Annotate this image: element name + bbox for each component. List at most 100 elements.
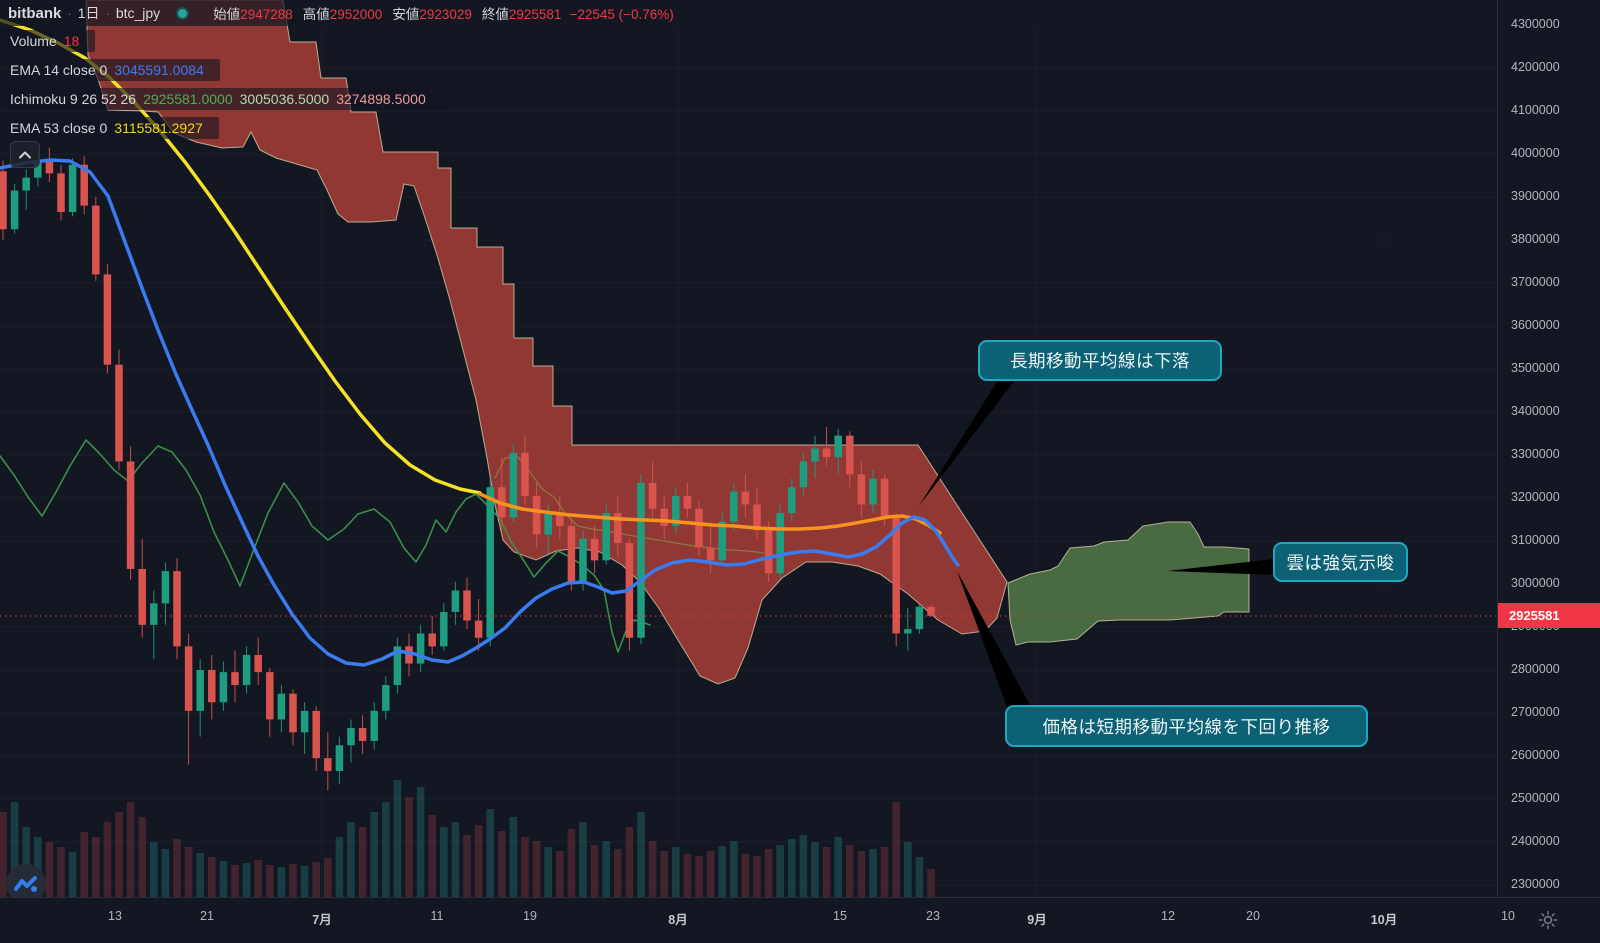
ohlc-label: 安値 [392, 7, 420, 22]
candle-body [521, 452, 529, 496]
volume-bar [208, 857, 216, 897]
candle-body [706, 547, 715, 561]
time-axis-label: 19 [523, 909, 537, 923]
price-axis-label: 2400000 [1511, 834, 1560, 848]
separator-dot: · [67, 5, 72, 21]
candle-body [776, 513, 784, 574]
volume-bar [405, 797, 413, 897]
volume-bar [822, 847, 831, 897]
candle-body [382, 685, 390, 711]
candle-body [103, 274, 112, 365]
price-axis-label: 2700000 [1511, 705, 1560, 719]
legend-value: 3005036.5000 [239, 91, 330, 107]
price-axis-label: 4100000 [1511, 103, 1560, 117]
volume-bar [683, 854, 692, 897]
volume-bar [219, 861, 228, 897]
candle-body [544, 513, 552, 535]
legend-label: EMA 14 close 0 [10, 62, 108, 78]
annotation-bubble[interactable]: 長期移動平均線は下落 [978, 340, 1222, 381]
candle-body [811, 448, 819, 462]
price-axis-label: 3700000 [1511, 275, 1560, 289]
volume-bar [138, 817, 146, 897]
separator-dot: · [105, 5, 110, 21]
volume-bar [590, 845, 599, 897]
interval-button[interactable]: 1日 [77, 5, 100, 21]
ohlc-readout: 始値2947288 高値2952000 安値2923029 終値2925581 −225… [203, 3, 674, 23]
price-axis-label: 2800000 [1511, 662, 1560, 676]
legend-row-ichimoku[interactable]: Ichimoku 9 26 52 26 2925581.0000 3005036.… [7, 88, 449, 110]
ohlc-value: 2947288 [240, 7, 293, 22]
volume-bar [834, 837, 842, 897]
volume-bar [57, 847, 65, 897]
symbol-button[interactable]: btc_jpy [115, 5, 161, 21]
candle-body [266, 672, 274, 720]
legend-collapse-button[interactable] [10, 141, 40, 168]
candle-body [927, 606, 935, 616]
candle-body [695, 508, 703, 548]
theme-toggle-button[interactable] [1533, 905, 1563, 935]
time-axis-label: 15 [833, 909, 847, 923]
time-axis-label: 12 [1161, 909, 1175, 923]
volume-bar [764, 849, 773, 897]
volume-bar [648, 841, 657, 897]
exchange-name[interactable]: bitbank [8, 4, 62, 22]
time-axis-label: 10月 [1370, 913, 1398, 927]
candle-body [509, 452, 518, 518]
candle-body [405, 646, 413, 664]
price-axis-label: 3900000 [1511, 189, 1560, 203]
candle-body [254, 654, 262, 673]
volume-bar [289, 864, 297, 897]
candle-body [0, 171, 7, 230]
legend-row-ema53[interactable]: EMA 53 close 0 3115581.2927 [7, 117, 219, 139]
volume-bar [196, 853, 204, 897]
symbol-header: bitbank · 1日 · btc_jpy 始値2947288 高値295200… [0, 0, 1497, 26]
ema-14-line [0, 158, 960, 667]
price-axis-label: 4000000 [1511, 146, 1560, 160]
candle-body [68, 164, 77, 213]
long-term-ma-line [478, 492, 942, 535]
candle-body [416, 633, 425, 664]
volume-bar [184, 847, 193, 897]
current-price-tag: 2925581 [1498, 603, 1600, 628]
volume-bar [266, 865, 274, 897]
volume-bar [730, 841, 738, 897]
candle-body [614, 513, 622, 544]
annotation-bubble[interactable]: 雲は強気示唆 [1273, 542, 1408, 582]
candle-body [126, 461, 135, 569]
legend-label: Ichimoku 9 26 52 26 [10, 91, 137, 107]
volume-bar [324, 858, 332, 897]
legend-row-ema14[interactable]: EMA 14 close 0 3045591.0084 [7, 59, 220, 81]
price-axis-label: 3000000 [1511, 576, 1560, 590]
annotation-bubble[interactable]: 価格は短期移動平均線を下回り推移 [1005, 705, 1368, 747]
volume-bar [544, 847, 552, 897]
volume-bar [428, 815, 436, 897]
candle-body [370, 710, 378, 741]
candle-body [312, 710, 320, 759]
annotation-tail [919, 380, 1015, 506]
price-axis-label: 3500000 [1511, 361, 1560, 375]
candle-body [196, 670, 204, 711]
candle-body [532, 495, 541, 535]
ohlc-label: 終値 [481, 7, 509, 22]
chart-trend-icon [14, 876, 37, 892]
legend-row-volume[interactable]: Volume 18 [7, 30, 96, 52]
volume-bar [126, 802, 135, 897]
volume-bar [799, 835, 808, 897]
volume-bar [150, 842, 158, 897]
candle-body [277, 693, 286, 720]
candle-body [590, 538, 599, 561]
legend-label: EMA 53 close 0 [10, 120, 108, 136]
chevron-up-icon [19, 151, 31, 158]
time-axis[interactable]: 13 21 7月 11 19 8月 15 23 9月 12 20 10月 10 [0, 897, 1600, 943]
volume-bar [660, 851, 668, 897]
candle-body [335, 745, 344, 772]
price-axis-label: 3600000 [1511, 318, 1560, 332]
candle-body [184, 646, 193, 711]
volume-bar [416, 787, 425, 897]
volume-bar [556, 851, 564, 897]
candle-body [57, 173, 65, 213]
volume-bar [486, 809, 494, 897]
price-axis-label: 4200000 [1511, 60, 1560, 74]
price-axis[interactable]: 2925581 4300000 4200000 4100000 4000000 3900… [1497, 0, 1600, 897]
